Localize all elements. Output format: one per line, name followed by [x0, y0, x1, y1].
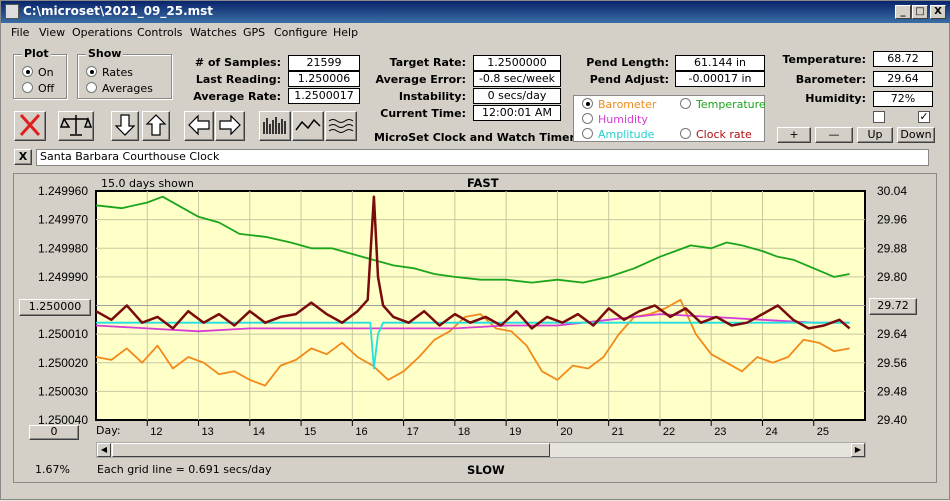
plot-group-caption: Plot — [22, 47, 51, 60]
slow-label: SLOW — [467, 463, 505, 477]
menu-configure[interactable]: Configure — [274, 26, 328, 39]
average-error-label: Average Error: — [375, 73, 466, 86]
humidity-label: Humidity: — [805, 92, 866, 105]
humidity-value: 72% — [873, 91, 933, 107]
title-bar[interactable]: C:\microset\2021_09_25.mst _ □ X — [1, 1, 950, 23]
grid-note: Each grid line = 0.691 secs/day — [97, 463, 272, 476]
bars-icon — [263, 117, 286, 134]
temperature-label: Temperature: — [782, 53, 866, 66]
minimize-button[interactable]: _ — [895, 5, 911, 19]
pend-length-value: 61.144 in — [675, 55, 765, 71]
series-legend: Barometer Temperature Humidity Amplitude… — [573, 95, 766, 142]
samples-label: # of Samples: — [194, 56, 281, 69]
last-reading-value: 1.250006 — [288, 71, 360, 87]
pend-adjust-label: Pend Adjust: — [589, 73, 669, 86]
plot-on-radio[interactable]: On — [22, 66, 54, 79]
left-arrow-button[interactable] — [184, 111, 214, 141]
target-rate-value: 1.2500000 — [473, 55, 561, 71]
wave-icon — [295, 118, 321, 131]
days-shown-label: 15.0 days shown — [101, 177, 194, 190]
show-rates-radio[interactable]: Rates — [86, 66, 133, 79]
stop-x-icon — [19, 113, 41, 137]
last-reading-label: Last Reading: — [195, 73, 281, 86]
down-button[interactable]: Down — [897, 127, 935, 143]
show-group-caption: Show — [86, 47, 124, 60]
menu-view[interactable]: View — [39, 26, 66, 39]
pend-length-label: Pend Length: — [586, 56, 669, 69]
down-arrow-button[interactable] — [111, 111, 139, 141]
arrow-down-icon — [114, 114, 136, 136]
minus-button[interactable]: — — [815, 127, 853, 143]
app-name: MicroSet Clock and Watch Timer — [374, 131, 575, 144]
humidity-checkbox[interactable] — [873, 111, 885, 123]
average-rate-label: Average Rate: — [193, 90, 281, 103]
scroll-left-arrow-icon[interactable]: ◀ — [97, 443, 111, 457]
fast-label: FAST — [467, 176, 499, 190]
up-arrow-button[interactable] — [142, 111, 170, 141]
maximize-button[interactable]: □ — [912, 5, 928, 19]
ripple-icon — [328, 119, 354, 133]
menu-file[interactable]: File — [11, 26, 30, 39]
right-arrow-button[interactable] — [215, 111, 245, 141]
close-button[interactable]: X — [930, 5, 946, 19]
pend-adjust-value: -0.00017 in — [675, 71, 765, 87]
stop-button[interactable] — [14, 111, 46, 141]
legend-temperature-radio[interactable]: Temperature — [680, 98, 766, 111]
plot-panel — [13, 173, 937, 483]
barometer-checkbox[interactable]: ✓ — [918, 110, 930, 123]
menu-operations[interactable]: Operations — [72, 26, 133, 39]
bar-chart-button[interactable] — [259, 111, 291, 141]
menu-gps[interactable]: GPS — [243, 26, 266, 39]
temperature-value: 68.72 — [873, 51, 933, 67]
barometer-value: 29.64 — [873, 71, 933, 87]
barometer-label: Barometer: — [795, 73, 866, 86]
clock-name-input[interactable]: Santa Barbara Courthouse Clock — [36, 149, 929, 166]
average-rate-value: 1.2500017 — [288, 88, 360, 104]
samples-value: 21599 — [288, 55, 360, 71]
legend-barometer-radio[interactable]: Barometer — [582, 98, 656, 111]
instability-label: Instability: — [398, 90, 466, 103]
smooth-chart-button[interactable] — [325, 111, 357, 141]
day-axis-label: Day: — [96, 424, 121, 437]
average-error-value: -0.8 sec/week — [473, 71, 561, 87]
scroll-thumb[interactable] — [112, 443, 550, 457]
show-averages-radio[interactable]: Averages — [86, 82, 153, 95]
arrow-right-icon — [219, 114, 241, 136]
plus-button[interactable]: + — [777, 127, 811, 143]
show-group: Show Rates Averages — [77, 47, 172, 99]
up-button[interactable]: Up — [857, 127, 893, 143]
clear-name-button[interactable]: X — [14, 149, 32, 165]
menu-controls[interactable]: Controls — [137, 26, 183, 39]
legend-clockrate-radio[interactable]: Clock rate — [680, 128, 752, 141]
current-time-value: 12:00:01 AM — [473, 105, 561, 121]
app-icon[interactable] — [5, 4, 19, 19]
line-chart-button[interactable] — [292, 111, 324, 141]
menu-help[interactable]: Help — [333, 26, 359, 39]
arrow-left-icon — [188, 114, 210, 136]
scale-icon — [59, 115, 93, 136]
current-time-label: Current Time: — [380, 107, 466, 120]
center-rate-button[interactable]: 1.250000 — [19, 299, 91, 316]
target-rate-label: Target Rate: — [389, 56, 466, 69]
legend-amplitude-radio[interactable]: Amplitude — [582, 128, 654, 141]
plot-group: Plot On Off — [13, 47, 67, 99]
plot-off-radio[interactable]: Off — [22, 82, 54, 95]
menu-bar: File View Operations Controls Watches GP… — [1, 23, 950, 43]
legend-humidity-radio[interactable]: Humidity — [582, 113, 648, 126]
center-baro-button[interactable]: 29.72 — [869, 298, 917, 315]
offset-button[interactable]: 0 — [29, 425, 79, 440]
arrow-up-icon — [145, 114, 167, 136]
menu-watches[interactable]: Watches — [190, 26, 237, 39]
percent-label: 1.67% — [35, 463, 70, 476]
scroll-right-arrow-icon[interactable]: ▶ — [851, 443, 865, 457]
window-title: C:\microset\2021_09_25.mst — [23, 4, 214, 18]
time-scrollbar[interactable]: ◀ ▶ — [96, 442, 866, 458]
balance-button[interactable] — [58, 111, 94, 141]
instability-value: 0 secs/day — [473, 88, 561, 104]
